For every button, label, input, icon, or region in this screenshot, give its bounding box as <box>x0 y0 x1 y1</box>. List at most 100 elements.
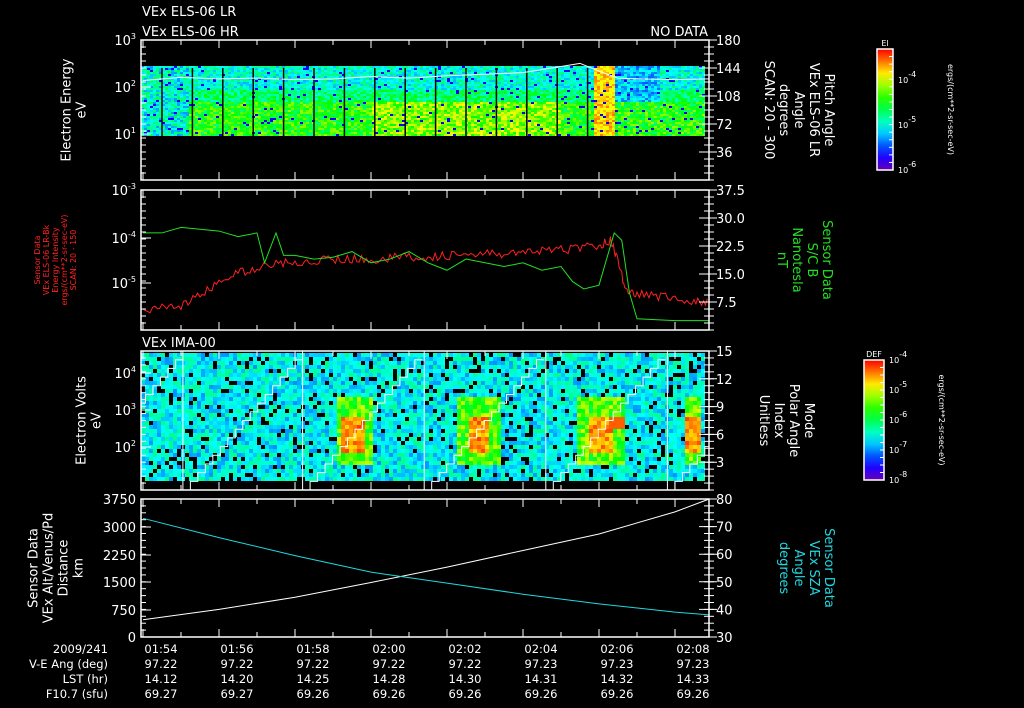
spectrogram-cell <box>504 92 507 94</box>
spectrogram-cell <box>477 88 480 90</box>
spectrogram-cell <box>324 114 327 116</box>
spectrogram-cell <box>345 118 348 120</box>
spectrogram-cell <box>171 134 174 136</box>
spectrogram-cell <box>267 134 270 136</box>
spectrogram-cell <box>141 100 144 102</box>
spectrogram-cell <box>405 126 408 128</box>
spectrogram-cell <box>303 74 306 76</box>
spectrogram-cell <box>450 108 453 110</box>
spectrogram-cell <box>471 122 474 124</box>
spectrogram-cell <box>531 98 534 100</box>
spectrogram-cell <box>330 92 333 94</box>
spectrogram-cell <box>522 132 525 134</box>
spectrogram-cell <box>327 128 330 130</box>
spectrogram-cell <box>345 82 348 84</box>
spectrogram-cell <box>501 112 504 114</box>
spectrogram-cell <box>195 126 198 128</box>
spectrogram-cell <box>516 94 519 96</box>
spectrogram-cell <box>315 70 318 72</box>
spectrogram-cell <box>336 92 339 94</box>
spectrogram-cell <box>225 104 228 106</box>
spectrogram-cell <box>273 108 276 110</box>
spectrogram-cell <box>174 72 177 74</box>
spectrogram-cell <box>483 118 486 120</box>
spectrogram-cell <box>522 118 525 120</box>
spectrogram-cell <box>207 126 210 128</box>
spectrogram-cell <box>267 98 270 100</box>
spectrogram-cell <box>351 80 354 82</box>
spectrogram-cell <box>267 84 270 86</box>
spectrogram-cell <box>420 88 423 90</box>
spectrogram-cell <box>561 118 564 120</box>
spectrogram-cell <box>417 134 420 136</box>
spectrogram-cell <box>381 116 384 118</box>
spectrogram-cell <box>333 90 336 92</box>
spectrogram-cell <box>534 86 537 88</box>
spectrogram-cell <box>390 126 393 128</box>
spectrogram-cell <box>435 114 438 116</box>
spectrogram-cell <box>192 94 195 96</box>
spectrogram-cell <box>537 106 540 108</box>
spectrogram-cell <box>171 130 174 132</box>
spectrogram-cell <box>249 98 252 100</box>
spectrogram-cell <box>294 118 297 120</box>
spectrogram-cell <box>552 112 555 114</box>
spectrogram-cell <box>318 86 321 88</box>
spectrogram-cell <box>498 104 501 106</box>
spectrogram-cell <box>456 96 459 98</box>
spectrogram-cell <box>207 82 210 84</box>
spectrogram-cell <box>204 134 207 136</box>
spectrogram-cell <box>363 132 366 134</box>
spectrogram-cell <box>516 84 519 86</box>
spectrogram-cell <box>444 106 447 108</box>
spectrogram-cell <box>219 74 222 76</box>
spectrogram-cell <box>348 74 351 76</box>
spectrogram-cell <box>480 106 483 108</box>
spectrogram-cell <box>165 126 168 128</box>
spectrogram-cell <box>498 114 501 116</box>
spectrogram-cell <box>186 86 189 88</box>
spectrogram-cell <box>414 100 417 102</box>
spectrogram-cell <box>528 66 531 68</box>
spectrogram-cell <box>423 98 426 100</box>
spectrogram-cell <box>261 88 264 90</box>
spectrogram-cell <box>192 102 195 104</box>
spectrogram-cell <box>339 100 342 102</box>
spectrogram-cell <box>486 112 489 114</box>
spectrogram-cell <box>159 96 162 98</box>
spectrogram-cell <box>462 86 465 88</box>
spectrogram-cell <box>414 110 417 112</box>
spectrogram-cell <box>561 134 564 136</box>
spectrogram-cell <box>411 102 414 104</box>
spectrogram-cell <box>279 122 282 124</box>
spectrogram-cell <box>558 80 561 82</box>
spectrogram-cell <box>171 108 174 110</box>
spectrogram-cell <box>543 72 546 74</box>
spectrogram-cell <box>336 130 339 132</box>
spectrogram-cell <box>303 102 306 104</box>
spectrogram-cell <box>333 124 336 126</box>
spectrogram-cell <box>417 128 420 130</box>
spectrogram-cell <box>171 100 174 102</box>
spectrogram-cell <box>180 120 183 122</box>
spectrogram-cell <box>309 106 312 108</box>
spectrogram-cell <box>144 98 147 100</box>
spectrogram-cell <box>273 130 276 132</box>
spectrogram-cell <box>150 108 153 110</box>
spectrogram-cell <box>354 94 357 96</box>
spectrogram-cell <box>294 88 297 90</box>
spectrogram-cell <box>429 104 432 106</box>
spectrogram-cell <box>387 68 390 70</box>
spectrogram-cell <box>237 100 240 102</box>
spectrogram-cell <box>225 88 228 90</box>
spectrogram-cell <box>159 114 162 116</box>
spectrogram-cell <box>474 70 477 72</box>
spectrogram-cell <box>219 76 222 78</box>
spectrogram-cell <box>159 120 162 122</box>
spectrogram-cell <box>564 118 567 120</box>
spectrogram-cell <box>267 80 270 82</box>
spectrogram-cell <box>405 116 408 118</box>
spectrogram-cell <box>273 122 276 124</box>
spectrogram-cell <box>147 126 150 128</box>
spectrogram-cell <box>294 128 297 130</box>
